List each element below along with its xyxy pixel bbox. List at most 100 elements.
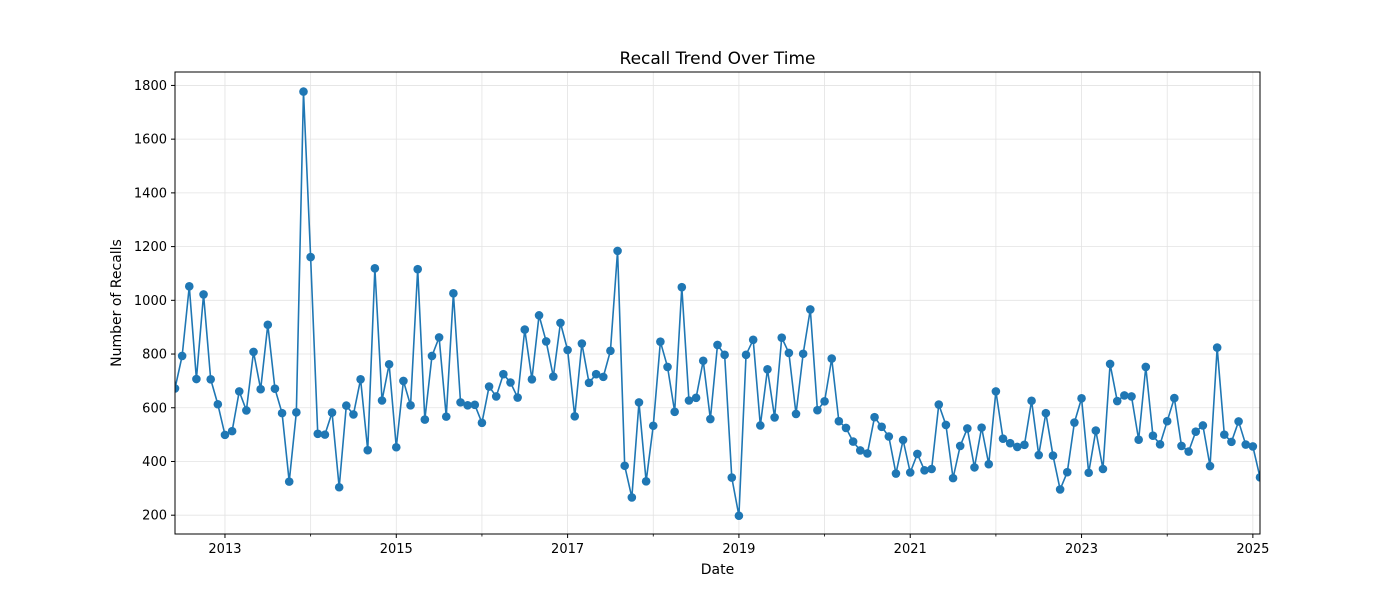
data-point <box>1134 435 1143 445</box>
data-point <box>1027 396 1036 406</box>
chart-title: Recall Trend Over Time <box>620 49 816 69</box>
x-tick-label: 2021 <box>894 542 927 557</box>
data-point <box>270 384 280 393</box>
data-point <box>184 282 194 291</box>
x-tick-label: 2025 <box>1236 542 1269 557</box>
data-point <box>1048 451 1058 460</box>
data-point <box>670 407 679 417</box>
data-point <box>963 424 972 433</box>
data-point <box>242 406 251 415</box>
data-point <box>970 463 979 472</box>
data-point <box>434 333 444 342</box>
data-point <box>1120 391 1129 400</box>
x-tick-label: 2013 <box>208 542 241 557</box>
data-point <box>920 466 929 475</box>
data-point <box>763 365 772 374</box>
data-point <box>391 442 401 452</box>
data-point <box>1184 447 1193 456</box>
data-point <box>1105 359 1115 369</box>
data-point <box>848 437 858 446</box>
data-point <box>1205 461 1215 471</box>
data-point <box>577 339 587 348</box>
data-point <box>1148 431 1158 440</box>
data-point <box>656 337 665 346</box>
data-point <box>491 392 501 401</box>
data-point <box>863 449 872 458</box>
data-point <box>1005 438 1015 448</box>
data-point <box>175 384 180 393</box>
data-point <box>484 382 494 391</box>
grid <box>175 72 1260 534</box>
y-axis-title: Number of Recalls <box>109 239 125 367</box>
data-point <box>706 414 715 424</box>
data-point <box>1198 421 1208 430</box>
data-point <box>427 351 437 361</box>
data-point <box>613 246 622 256</box>
data-point <box>1234 417 1243 426</box>
data-point <box>720 350 729 360</box>
data-point <box>292 408 301 417</box>
data-point <box>606 346 615 356</box>
data-point <box>249 347 258 357</box>
data-point <box>1255 473 1260 482</box>
data-point <box>1248 442 1258 451</box>
y-tick-label: 200 <box>142 509 167 524</box>
data-point <box>356 374 365 384</box>
data-point <box>884 432 894 441</box>
data-point <box>620 461 629 471</box>
data-point <box>713 340 722 350</box>
data-point <box>306 252 315 262</box>
data-point <box>1098 464 1108 474</box>
data-point <box>413 264 423 274</box>
data-point <box>420 415 430 424</box>
data-point <box>1191 427 1201 436</box>
data-point <box>327 408 337 417</box>
x-tick-label: 2019 <box>722 542 755 557</box>
data-point <box>177 351 187 361</box>
data-point <box>320 430 330 439</box>
data-point <box>977 423 986 432</box>
data-point <box>227 426 237 436</box>
data-point <box>541 337 551 346</box>
y-tick-label: 400 <box>142 455 167 470</box>
x-tick-label: 2015 <box>380 542 413 557</box>
data-point <box>1212 343 1222 352</box>
data-point <box>905 468 915 477</box>
data-point <box>584 378 594 388</box>
data-point <box>1091 426 1101 435</box>
data-point <box>399 376 408 386</box>
data-point <box>1170 393 1179 403</box>
data-point <box>1013 442 1022 452</box>
data-point <box>641 477 651 486</box>
data-point <box>1112 396 1122 406</box>
data-point <box>513 393 522 402</box>
data-point <box>1155 439 1165 449</box>
data-point <box>727 473 737 482</box>
plot-frame <box>174 71 1261 535</box>
data-point <box>941 420 951 430</box>
data-point <box>1162 416 1172 426</box>
x-axis-title: Date <box>701 562 734 578</box>
data-point <box>841 423 851 433</box>
data-point <box>955 441 965 451</box>
data-point <box>598 372 608 382</box>
data-point <box>784 348 794 358</box>
data-point <box>677 282 687 292</box>
data-point <box>199 290 208 299</box>
data-point <box>1141 362 1151 372</box>
data-point <box>734 511 744 521</box>
data-point <box>477 418 487 428</box>
data-point <box>998 434 1008 443</box>
data-point <box>898 435 908 445</box>
data-point <box>1020 440 1029 450</box>
data-point <box>520 325 530 334</box>
data-point <box>877 422 886 432</box>
data-point <box>256 384 265 394</box>
data-point <box>684 396 694 405</box>
data-point <box>1070 418 1079 427</box>
data-point <box>534 311 544 320</box>
data-point <box>570 412 580 421</box>
data-point <box>1227 437 1236 447</box>
data-point <box>691 393 701 403</box>
data-point <box>234 387 244 396</box>
